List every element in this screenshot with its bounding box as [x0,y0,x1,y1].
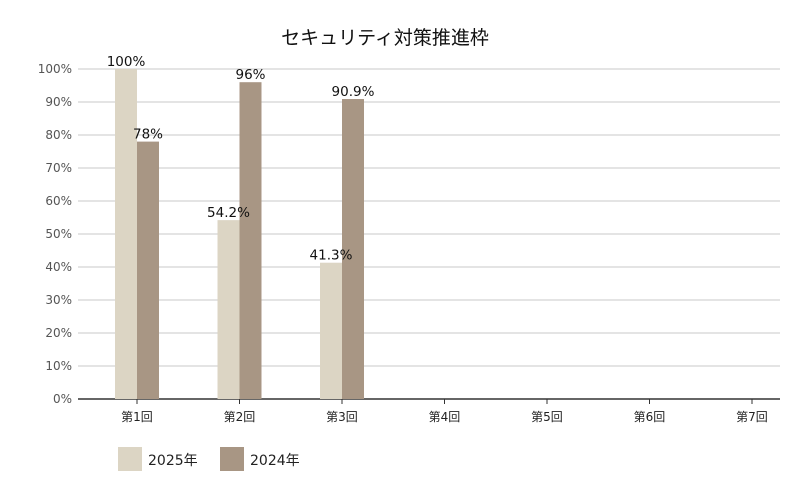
data-labels: 100% 54.2% 41.3% 78% 96% 90.9% [107,54,375,264]
data-label: 54.2% [207,205,250,221]
bar [320,262,342,399]
chart-title: セキュリティ対策推進枠 [281,27,489,49]
bar [137,141,159,399]
y-tick-label: 20% [45,326,72,340]
y-tick-label: 70% [45,161,72,175]
legend-swatch-2024 [220,447,244,471]
legend: 2025年 2024年 [118,447,300,471]
data-label: 90.9% [332,84,375,100]
legend-swatch-2025 [118,447,142,471]
bar [239,82,262,399]
x-tick-label: 第4回 [429,410,461,424]
data-label: 96% [235,67,265,83]
legend-label-2025: 2025年 [148,453,198,469]
x-tick-label: 第2回 [224,410,256,424]
x-tick-label: 第3回 [326,410,358,424]
bars [115,69,364,399]
data-label: 100% [107,54,146,70]
x-axis-ticks: 第1回 第2回 第3回 第4回 第5回 第6回 第7回 [121,399,768,424]
x-tick-label: 第7回 [736,410,768,424]
y-tick-label: 50% [45,227,72,241]
y-tick-label: 0% [53,392,72,406]
y-tick-label: 60% [45,194,72,208]
legend-label-2024: 2024年 [250,453,300,469]
bar [217,220,240,399]
y-tick-label: 30% [45,293,72,307]
data-label: 41.3% [310,248,353,264]
y-tick-label: 80% [45,128,72,142]
x-tick-label: 第5回 [531,410,563,424]
bar [115,69,137,399]
y-tick-label: 10% [45,359,72,373]
y-tick-label: 40% [45,260,72,274]
bar [342,99,364,399]
x-tick-label: 第1回 [121,410,153,424]
x-tick-label: 第6回 [634,410,666,424]
y-tick-label: 90% [45,95,72,109]
y-tick-label: 100% [38,62,72,76]
data-label: 78% [133,127,163,143]
y-axis-ticks: 0% 10% 20% 30% 40% 50% 60% 70% 80% 90% 100% [38,62,72,406]
gridlines [78,68,780,400]
